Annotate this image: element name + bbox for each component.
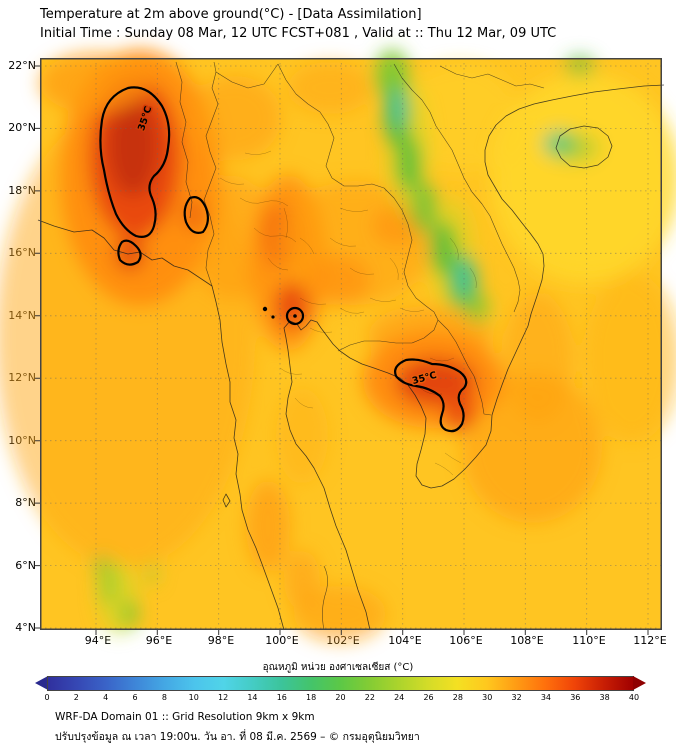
province-borders	[219, 150, 477, 476]
lon-label: 100°E	[265, 634, 299, 647]
colorbar-arrow-left	[35, 676, 48, 690]
colorbar	[35, 676, 646, 691]
grid-lines	[40, 58, 662, 630]
footer-domain-info: WRF-DA Domain 01 :: Grid Resolution 9km …	[55, 711, 315, 723]
colorbar-tick: 14	[247, 693, 258, 702]
colorbar-tick: 4	[103, 693, 109, 702]
map-canvas: 35°C 35°C	[0, 50, 676, 642]
temperature-map: 35°C 35°C	[0, 50, 676, 642]
temperature-field	[0, 50, 676, 642]
colorbar-arrow-right	[633, 676, 646, 690]
lon-label: 108°E	[510, 634, 544, 647]
lat-label: 20°N	[8, 121, 36, 134]
colorbar-title: อุณหภูมิ หน่วย องศาเซลเซียส (°C)	[262, 662, 414, 673]
colorbar-tick: 16	[276, 693, 287, 702]
colorbar-tick: 18	[306, 693, 317, 702]
colorbar-tick: 38	[599, 693, 610, 702]
colorbar-tick: 12	[218, 693, 229, 702]
coastlines	[37, 84, 665, 631]
colorbar-tick: 20	[335, 693, 346, 702]
lon-label: 110°E	[572, 634, 606, 647]
colorbar-tick: 6	[132, 693, 138, 702]
colorbar-tick: 26	[423, 693, 434, 702]
lat-label: 6°N	[15, 559, 36, 572]
lon-label: 96°E	[145, 634, 173, 647]
footer-update-info: ปรับปรุงข้อมูล ณ เวลา 19:00น. วัน อา. ที…	[55, 731, 420, 743]
colorbar-tick: 36	[570, 693, 581, 702]
colorbar-tick: 40	[628, 693, 640, 702]
colorbar-tick: 10	[188, 693, 199, 702]
colorbar-tick: 28	[452, 693, 463, 702]
colorbar-tick: 22	[364, 693, 375, 702]
colorbar-gradient	[47, 676, 634, 691]
map-title: Temperature at 2m above ground(°C) - [Da…	[40, 7, 422, 22]
lon-label: 106°E	[449, 634, 483, 647]
colorbar-tick: 8	[161, 693, 167, 702]
contour-lines	[99, 86, 468, 433]
colorbar-tick: 0	[44, 693, 50, 702]
colorbar-tick: 2	[73, 693, 79, 702]
lon-label: 94°E	[84, 634, 112, 647]
colorbar-tick: 32	[511, 693, 522, 702]
map-subtitle: Initial Time : Sunday 08 Mar, 12 UTC FCS…	[40, 26, 557, 41]
country-borders	[175, 61, 545, 631]
axis-ticks	[35, 65, 649, 635]
colorbar-tick: 24	[394, 693, 405, 702]
lat-label: 8°N	[15, 496, 36, 509]
lon-label: 104°E	[388, 634, 422, 647]
lat-label: 4°N	[15, 621, 36, 634]
colorbar-tick: 34	[540, 693, 552, 702]
colorbar-tick: 30	[482, 693, 493, 702]
lon-label: 112°E	[633, 634, 667, 647]
station-dots	[262, 306, 297, 319]
lat-label: 22°N	[8, 59, 36, 72]
lon-label: 98°E	[207, 634, 235, 647]
colorbar-ticks: 0 2 4 6 8 10 12 14 16 18 20 22 24 26 28 …	[44, 693, 639, 704]
map-frame-border	[40, 58, 662, 630]
